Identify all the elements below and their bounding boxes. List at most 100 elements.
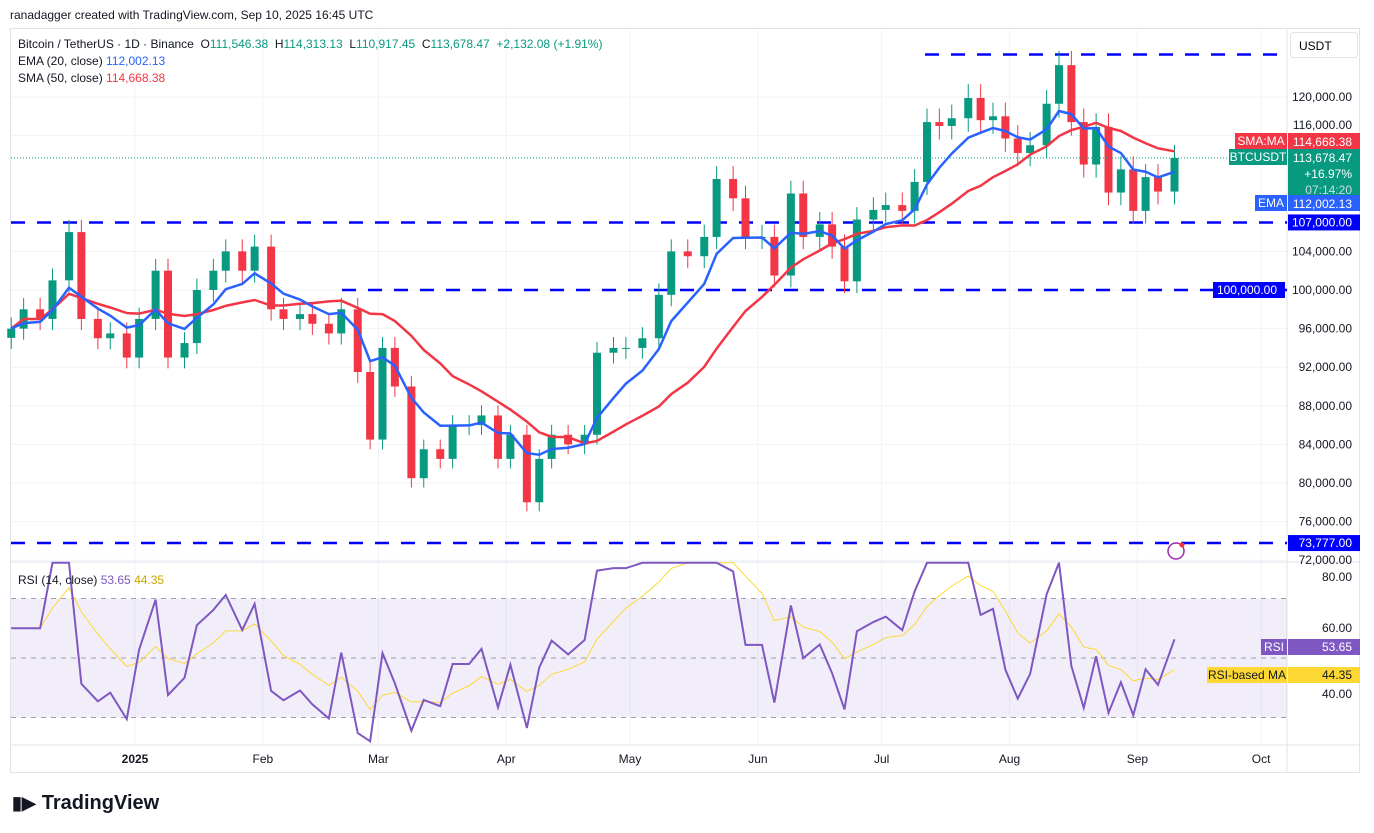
candle-body [683,251,692,257]
rsi-legend[interactable]: RSI (14, close) 53.65 44.35 [18,573,164,587]
rsi-name-tag-label: RSI [1264,640,1284,654]
price-tag [1288,195,1360,211]
rsi-tick-label: 60.00 [1322,621,1352,635]
candle-body [378,347,387,440]
candle-body [712,179,721,237]
candle-body [621,347,630,349]
candle-body [1170,158,1179,192]
tradingview-logo[interactable]: ▮▶ TradingView [12,792,159,815]
price-tag-value: 114,668.38 [1293,135,1352,149]
ema-label: EMA (20, close) [18,54,103,68]
rsi-ma-value: 44.35 [134,573,165,587]
price-tick-label: 92,000.00 [1299,360,1353,374]
ema-legend[interactable]: EMA (20, close) 112,002.13 [18,53,602,70]
rsi-value-tag [1288,639,1360,655]
rsi-ma-name-tag [1207,667,1287,683]
candle-body [935,122,944,126]
candle-body [910,181,919,211]
credit-line: ranadagger created with TradingView.com,… [10,8,374,22]
candle-body [296,314,304,319]
candle-body [1067,65,1076,123]
rsi-value-tag-label: 53.65 [1322,640,1352,654]
candle-body [77,232,86,319]
candle-body [638,338,647,348]
candle-body [580,434,589,445]
price-tag [1288,133,1360,149]
price-tick-label: 104,000.00 [1292,244,1352,258]
time-tick-label: Aug [999,752,1020,766]
symbol-row: Bitcoin / TetherUS · 1D · Binance O111,5… [18,36,602,53]
candle-body [564,434,573,445]
price-tag-value: 113,678.47 [1293,151,1352,165]
candle-body [477,415,486,426]
candle-body [36,309,45,319]
candle-body [324,323,333,334]
candle-body [964,97,973,119]
candle-body [522,434,531,503]
rsi-ma-tag-label: 44.35 [1322,668,1352,682]
price-tick-label: 100,000.00 [1292,283,1352,297]
low-label: L [349,37,357,51]
candle-body [700,236,709,257]
rsi-ma-tag [1288,667,1360,683]
price-tag-value: 07:14:20 [1305,183,1352,197]
candle-body [1026,145,1035,153]
candle-body [93,318,102,339]
level-tag [1288,535,1360,552]
candle-body [1129,169,1138,211]
time-tick-label: Apr [497,752,516,766]
price-tag-name-label: EMA [1258,196,1284,210]
currency-selector[interactable]: USDT [1290,32,1358,58]
time-tick-label: Jun [748,752,767,766]
candle-body [1001,116,1010,139]
sma-legend[interactable]: SMA (50, close) 114,668.38 [18,70,602,87]
high-label: H [274,37,284,51]
chart-frame[interactable] [10,28,1360,773]
candle-body [947,118,956,126]
time-tick-label: Feb [253,752,274,766]
candle-body [547,434,556,459]
candle-body [353,309,362,373]
candle-body [106,333,115,339]
candle-body [180,343,189,358]
level-tag-label: 107,000.00 [1292,215,1352,229]
notification-dot-icon [1179,542,1185,548]
candle-body [729,179,738,199]
candle-body [786,193,795,276]
price-tag-name [1255,195,1287,211]
tv-logo-icon: ▮▶ [12,793,36,813]
price-tag-name [1235,133,1287,149]
candle-body [448,425,457,459]
level-tag-label: 100,000.00 [1217,283,1277,297]
rsi-name-tag [1261,639,1287,655]
candle-body [308,314,317,324]
time-tick-label: Sep [1127,752,1149,766]
candle-body [250,246,259,271]
candle-body [151,270,160,319]
candle-body [494,415,502,459]
candle-body [407,386,416,479]
open-value: 111,546.38 [209,37,269,51]
candle-body [1104,126,1113,193]
symbol-name[interactable]: Bitcoin / TetherUS · 1D · Binance [18,37,194,51]
candle-body [1141,177,1150,211]
candle-body [770,236,779,276]
candle-body [366,372,375,440]
close-label: C [421,37,431,51]
candle-body [1154,177,1162,192]
candle-body [436,449,445,459]
price-tick-label: 72,000.00 [1299,553,1353,567]
rsi-ma-name-tag-label: RSI-based MA [1208,668,1286,682]
alert-bolt-icon [1167,542,1185,560]
candle-body [923,122,931,182]
level-tag [1288,214,1360,231]
low-value: 110,917.45 [356,37,416,51]
time-tick-label: Oct [1252,752,1271,766]
candle-body [654,294,663,339]
price-tick-label: 84,000.00 [1299,437,1353,451]
time-tick-label: Mar [368,752,389,766]
candle-body [869,209,878,220]
candle-body [267,246,276,310]
price-tag-name-label: BTCUSDT [1230,150,1287,164]
